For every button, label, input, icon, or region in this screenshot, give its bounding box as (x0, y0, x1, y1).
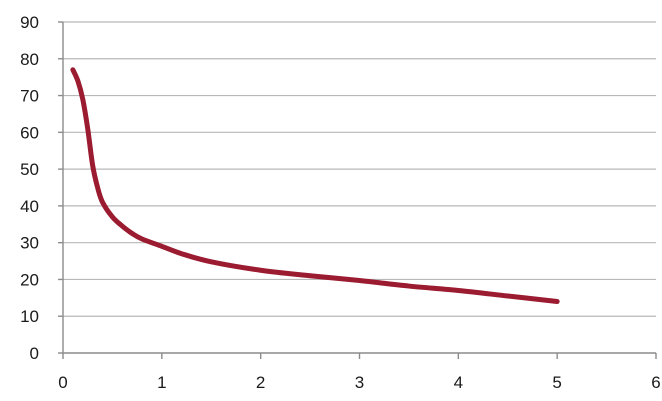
y-tick-label-40: 40 (20, 197, 39, 216)
axes (58, 21, 657, 359)
series-line-0 (70, 67, 560, 305)
x-tick-label-2: 2 (256, 373, 265, 392)
y-tick-label-30: 30 (20, 234, 39, 253)
y-tick-label-10: 10 (20, 307, 39, 326)
y-tick-label-80: 80 (20, 50, 39, 69)
y-tick-label-50: 50 (20, 160, 39, 179)
x-tick-label-1: 1 (157, 373, 166, 392)
x-tick-label-5: 5 (552, 373, 561, 392)
y-tick-label-90: 90 (20, 13, 39, 32)
y-tick-label-60: 60 (20, 123, 39, 142)
x-tick-label-0: 0 (58, 373, 67, 392)
gridlines (63, 21, 656, 317)
tick-labels: 0 10 20 30 40 50 60 70 80 90 0 1 2 3 4 5 6 (20, 13, 661, 392)
x-tick-label-4: 4 (454, 373, 463, 392)
series-layer (70, 67, 560, 305)
x-tick-label-6: 6 (651, 373, 660, 392)
y-tick-label-0: 0 (30, 344, 39, 363)
y-tick-label-70: 70 (20, 87, 39, 106)
y-tick-label-20: 20 (20, 270, 39, 289)
x-tick-label-3: 3 (355, 373, 364, 392)
